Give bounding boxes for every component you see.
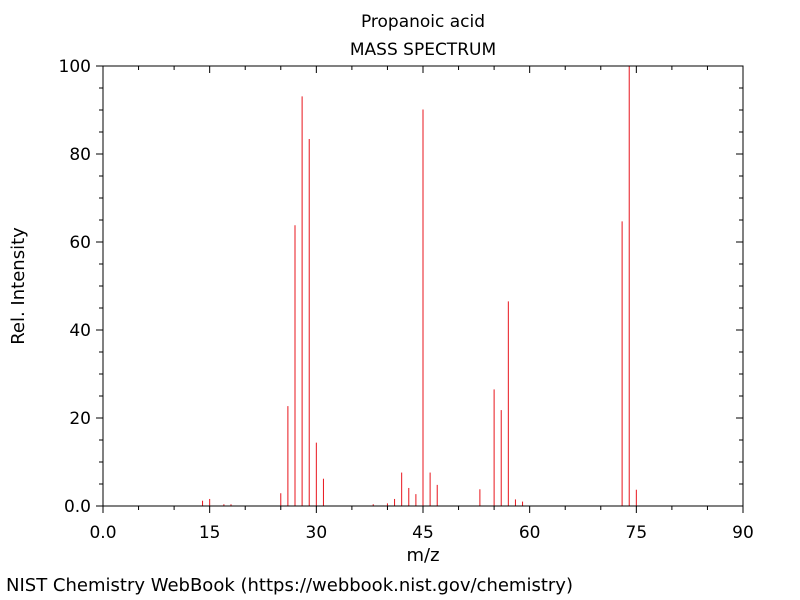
x-tick-label: 15: [199, 523, 221, 543]
y-tick-label: 80: [69, 145, 91, 165]
mass-spectrum-chart: Propanoic acid MASS SPECTRUM 0.0 15 30 45 60…: [8, 12, 754, 566]
y-axis: 0.0 20 40 60 80 100: [59, 57, 743, 517]
x-axis-label: m/z: [406, 545, 439, 566]
y-tick-label: 0.0: [64, 497, 91, 517]
x-tick-label: 60: [519, 523, 541, 543]
x-tick-label: 0.0: [89, 523, 116, 543]
chart-title: Propanoic acid: [361, 12, 485, 32]
chart-subtitle: MASS SPECTRUM: [350, 40, 496, 60]
y-tick-label: 60: [69, 233, 91, 253]
y-tick-label: 100: [59, 57, 91, 77]
y-tick-label: 40: [69, 321, 91, 341]
peak-bars: [202, 66, 637, 506]
x-axis: 0.0 15 30 45 60 75 90: [89, 66, 754, 543]
x-tick-label: 75: [626, 523, 648, 543]
y-axis-label: Rel. Intensity: [8, 227, 29, 345]
y-tick-label: 20: [69, 409, 91, 429]
x-tick-label: 45: [412, 523, 434, 543]
x-tick-label: 30: [306, 523, 328, 543]
x-tick-label: 90: [732, 523, 754, 543]
source-credit: NIST Chemistry WebBook (https://webbook.…: [6, 575, 573, 596]
